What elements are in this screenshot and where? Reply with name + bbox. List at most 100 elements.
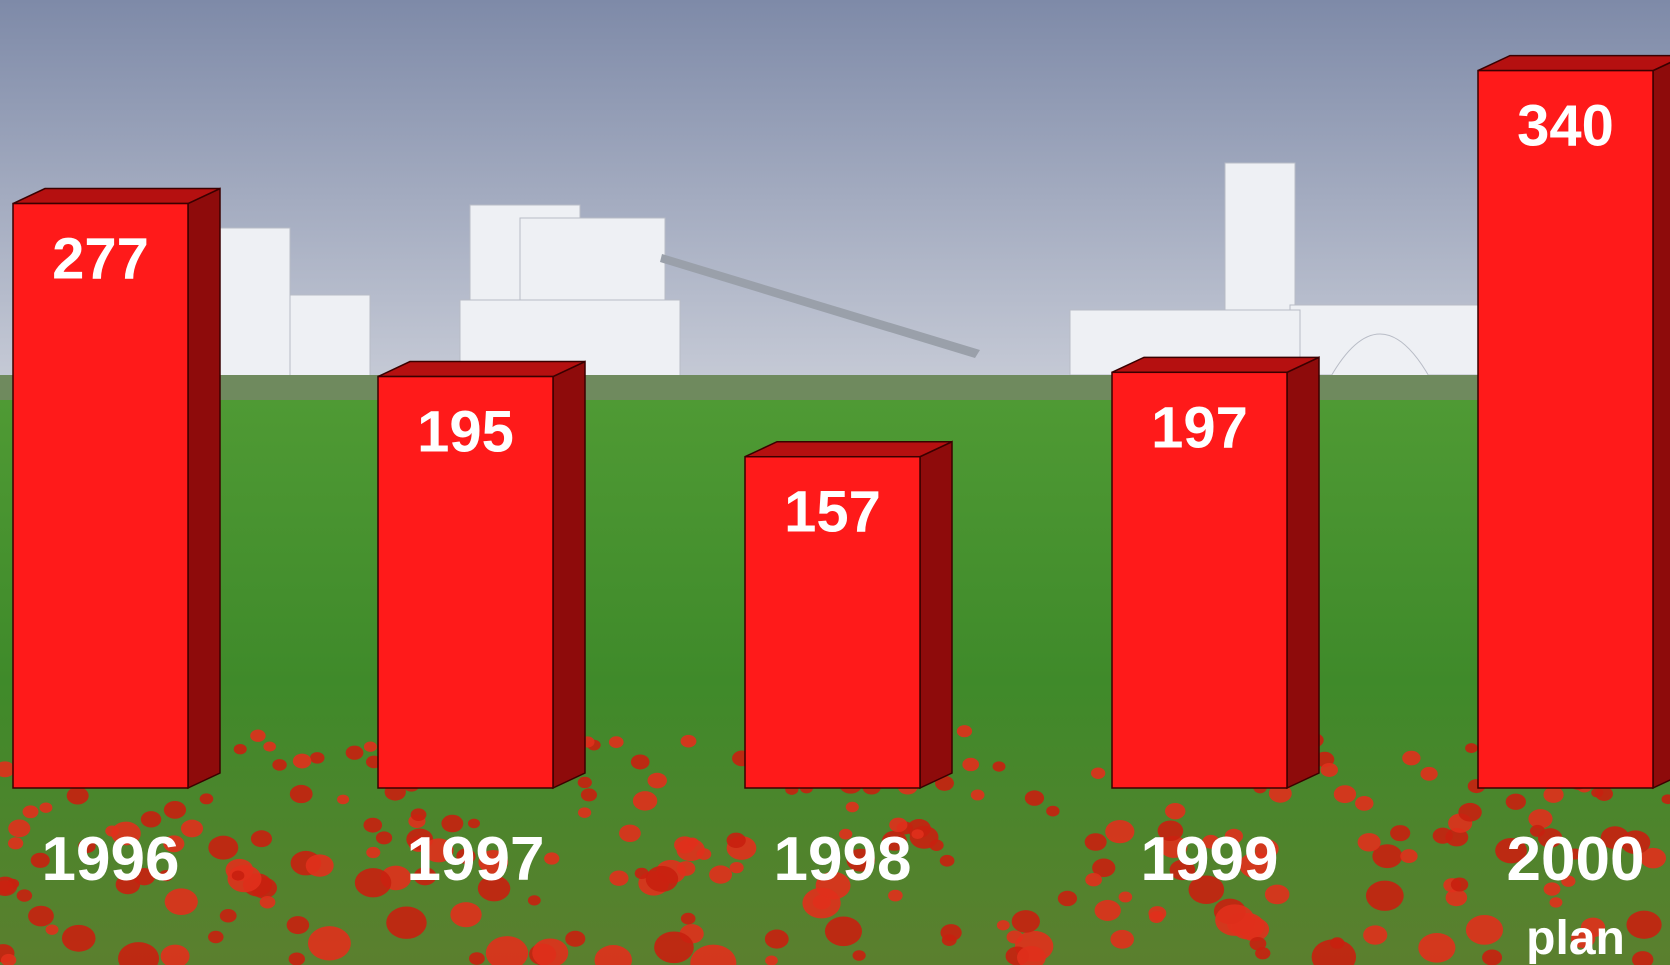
poppy	[288, 952, 305, 965]
poppy	[307, 926, 351, 961]
poppy	[1528, 809, 1553, 829]
poppy	[609, 870, 629, 886]
poppy	[164, 888, 198, 915]
poppy	[61, 924, 96, 952]
poppy	[580, 788, 598, 802]
bar-side	[187, 187, 221, 790]
poppy	[1357, 833, 1381, 852]
poppy	[1640, 847, 1667, 869]
poppy	[8, 819, 31, 838]
poppy	[940, 924, 962, 942]
poppy	[0, 953, 17, 965]
poppy	[259, 895, 276, 909]
poppy	[1400, 849, 1418, 864]
poppy	[305, 854, 334, 877]
poppy	[645, 865, 679, 892]
poppy	[1632, 951, 1654, 965]
poppy	[1495, 837, 1527, 864]
poppy	[118, 942, 160, 965]
poppy	[709, 865, 733, 884]
poppy	[852, 950, 866, 961]
poppy	[30, 852, 50, 868]
poppy	[1595, 786, 1613, 801]
poppy	[1333, 785, 1357, 804]
poppy	[78, 839, 96, 854]
poppy	[0, 876, 18, 896]
poppy	[1149, 911, 1164, 924]
poppy	[1084, 833, 1107, 851]
poppy	[1363, 925, 1388, 945]
poppy	[1390, 825, 1411, 842]
poppy	[233, 744, 247, 755]
poppy	[680, 912, 696, 925]
poppy	[292, 753, 312, 769]
poppy	[765, 955, 778, 965]
poppy	[1482, 949, 1503, 965]
poppy	[66, 786, 89, 805]
poppy	[1024, 790, 1045, 806]
poppy	[7, 837, 24, 850]
poppy	[565, 930, 586, 947]
x-tick-label: 1997	[407, 825, 545, 894]
bar-top	[12, 187, 221, 205]
poppy	[105, 825, 120, 837]
poppy	[250, 729, 266, 742]
poppy	[1505, 793, 1526, 810]
poppy	[824, 916, 862, 947]
poppy	[1458, 802, 1482, 822]
x-tick-label: 2000	[1507, 825, 1645, 894]
poppy	[375, 831, 393, 845]
poppy	[1264, 884, 1290, 905]
poppy	[45, 924, 59, 935]
poppy	[337, 794, 350, 805]
poppy	[608, 736, 624, 749]
poppy	[1105, 819, 1135, 844]
poppy	[1543, 786, 1564, 803]
poppy	[1249, 936, 1267, 951]
poppy	[1537, 828, 1563, 848]
poppy	[594, 945, 632, 965]
poppy	[450, 902, 482, 928]
bar	[377, 375, 554, 789]
poppy	[1085, 872, 1103, 887]
bar-side	[1286, 356, 1320, 790]
poppy	[1661, 794, 1670, 805]
poppy	[630, 754, 650, 770]
poppy	[1418, 932, 1456, 963]
poppy	[1057, 890, 1078, 907]
poppy	[1157, 820, 1184, 842]
poppy	[1090, 767, 1106, 779]
poppy	[996, 920, 1010, 931]
poppy	[527, 895, 541, 906]
poppy	[115, 874, 141, 895]
poppy	[468, 952, 485, 965]
poppy	[441, 814, 464, 833]
poppy	[1580, 917, 1606, 938]
poppy	[208, 930, 224, 944]
bar-side	[552, 360, 586, 790]
poppy	[1549, 897, 1563, 908]
bar	[1477, 69, 1654, 789]
poppy	[208, 835, 239, 860]
poppy	[680, 734, 697, 748]
poppy	[911, 829, 924, 840]
poppy	[1420, 766, 1438, 781]
poppy	[1110, 929, 1135, 949]
poppy	[22, 805, 39, 819]
poppy	[970, 789, 985, 801]
poppy	[413, 867, 437, 886]
poppy	[647, 772, 667, 789]
poppy	[881, 830, 907, 851]
poppy	[39, 802, 53, 813]
poppy	[1626, 910, 1662, 939]
poppy	[838, 828, 853, 840]
poppy	[1215, 904, 1255, 936]
poppy	[163, 800, 187, 819]
poppy	[231, 870, 245, 881]
poppy	[939, 854, 955, 867]
bar-top	[744, 440, 953, 458]
poppy	[962, 757, 980, 772]
poppy	[0, 761, 15, 778]
poppy	[544, 852, 560, 865]
poppy	[1268, 784, 1292, 803]
